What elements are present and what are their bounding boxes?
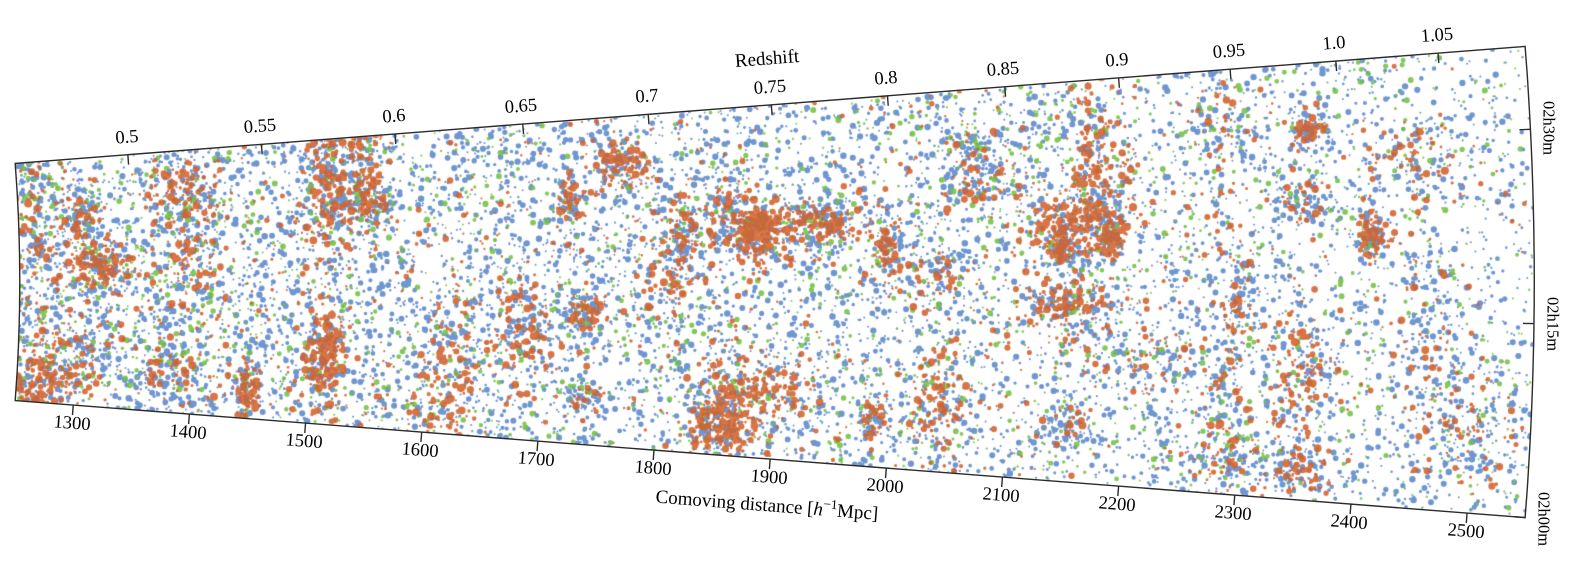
ra-tick (1514, 516, 1526, 519)
wedge-outline (14, 45, 1536, 519)
distance-tick (1349, 504, 1352, 515)
redshift-tick-label: 0.6 (381, 105, 406, 128)
ra-tick-label: 02h00m (1534, 491, 1554, 547)
bottom-title-superscript: −1 (822, 496, 838, 513)
distance-tick (1000, 477, 1004, 488)
distance-tick-label: 2500 (1446, 520, 1485, 544)
distance-tick-label: 1500 (284, 430, 324, 454)
distance-tick-label: 1300 (52, 412, 92, 436)
redshift-tick (260, 144, 263, 155)
bottom-title-suffix: Mpc] (835, 500, 879, 525)
redshift-tick (1335, 61, 1338, 72)
redshift-tick (647, 114, 650, 125)
redshift-axis-title: Redshift (733, 46, 800, 72)
redshift-tick-label: 1.05 (1419, 24, 1454, 48)
distance-tick-label: 2300 (1214, 502, 1253, 526)
distance-tick (884, 468, 887, 479)
redshift-tick (1117, 77, 1121, 88)
distance-tick-label: 2000 (865, 475, 905, 499)
redshift-tick (770, 104, 773, 115)
distance-tick-label: 1700 (517, 448, 556, 472)
bottom-title-h-symbol: h (812, 498, 824, 521)
redshift-tick-label: 0.55 (243, 115, 277, 139)
distance-tick (1233, 495, 1236, 506)
redshift-tick-label: 0.5 (114, 126, 139, 149)
redshift-tick-label: 0.9 (1104, 49, 1130, 72)
redshift-tick-label: 0.65 (504, 95, 539, 119)
redshift-tick (1229, 69, 1232, 80)
redshift-tick-label: 0.7 (634, 86, 660, 108)
redshift-tick (522, 123, 525, 135)
redshift-tick-label: 1.0 (1322, 32, 1347, 55)
distance-tick (187, 414, 191, 425)
redshift-tick-label: 0.85 (986, 58, 1021, 81)
redshift-tick (1004, 86, 1007, 97)
distance-tick-label: 2400 (1330, 511, 1369, 535)
redshift-tick-label: 0.95 (1211, 40, 1246, 64)
distance-tick-label: 2200 (1097, 493, 1137, 517)
distance-tick (1465, 513, 1468, 524)
distance-tick (1117, 486, 1120, 497)
distance-tick (536, 441, 539, 452)
ra-tick-label: 02h30m (1539, 101, 1559, 156)
distance-tick (420, 432, 423, 443)
redshift-tick (394, 133, 397, 144)
distance-tick (652, 450, 655, 461)
distance-tick (768, 459, 771, 470)
redshift-tick-label: 0.75 (753, 76, 787, 99)
redshift-tick (1437, 53, 1440, 64)
redshift-tick (127, 154, 130, 165)
distance-tick-label: 1400 (168, 421, 208, 445)
distance-tick (304, 423, 307, 434)
distance-tick (71, 405, 74, 416)
ra-tick (1519, 128, 1531, 131)
ra-tick-label: 02h15m (1543, 296, 1563, 351)
redshift-tick-label: 0.8 (873, 67, 899, 90)
distance-tick-label: 2100 (981, 484, 1021, 508)
distance-tick-label: 1800 (633, 457, 672, 481)
redshift-tick (886, 95, 889, 106)
distance-tick-label: 1900 (749, 466, 788, 490)
distance-tick-label: 1600 (401, 439, 440, 463)
